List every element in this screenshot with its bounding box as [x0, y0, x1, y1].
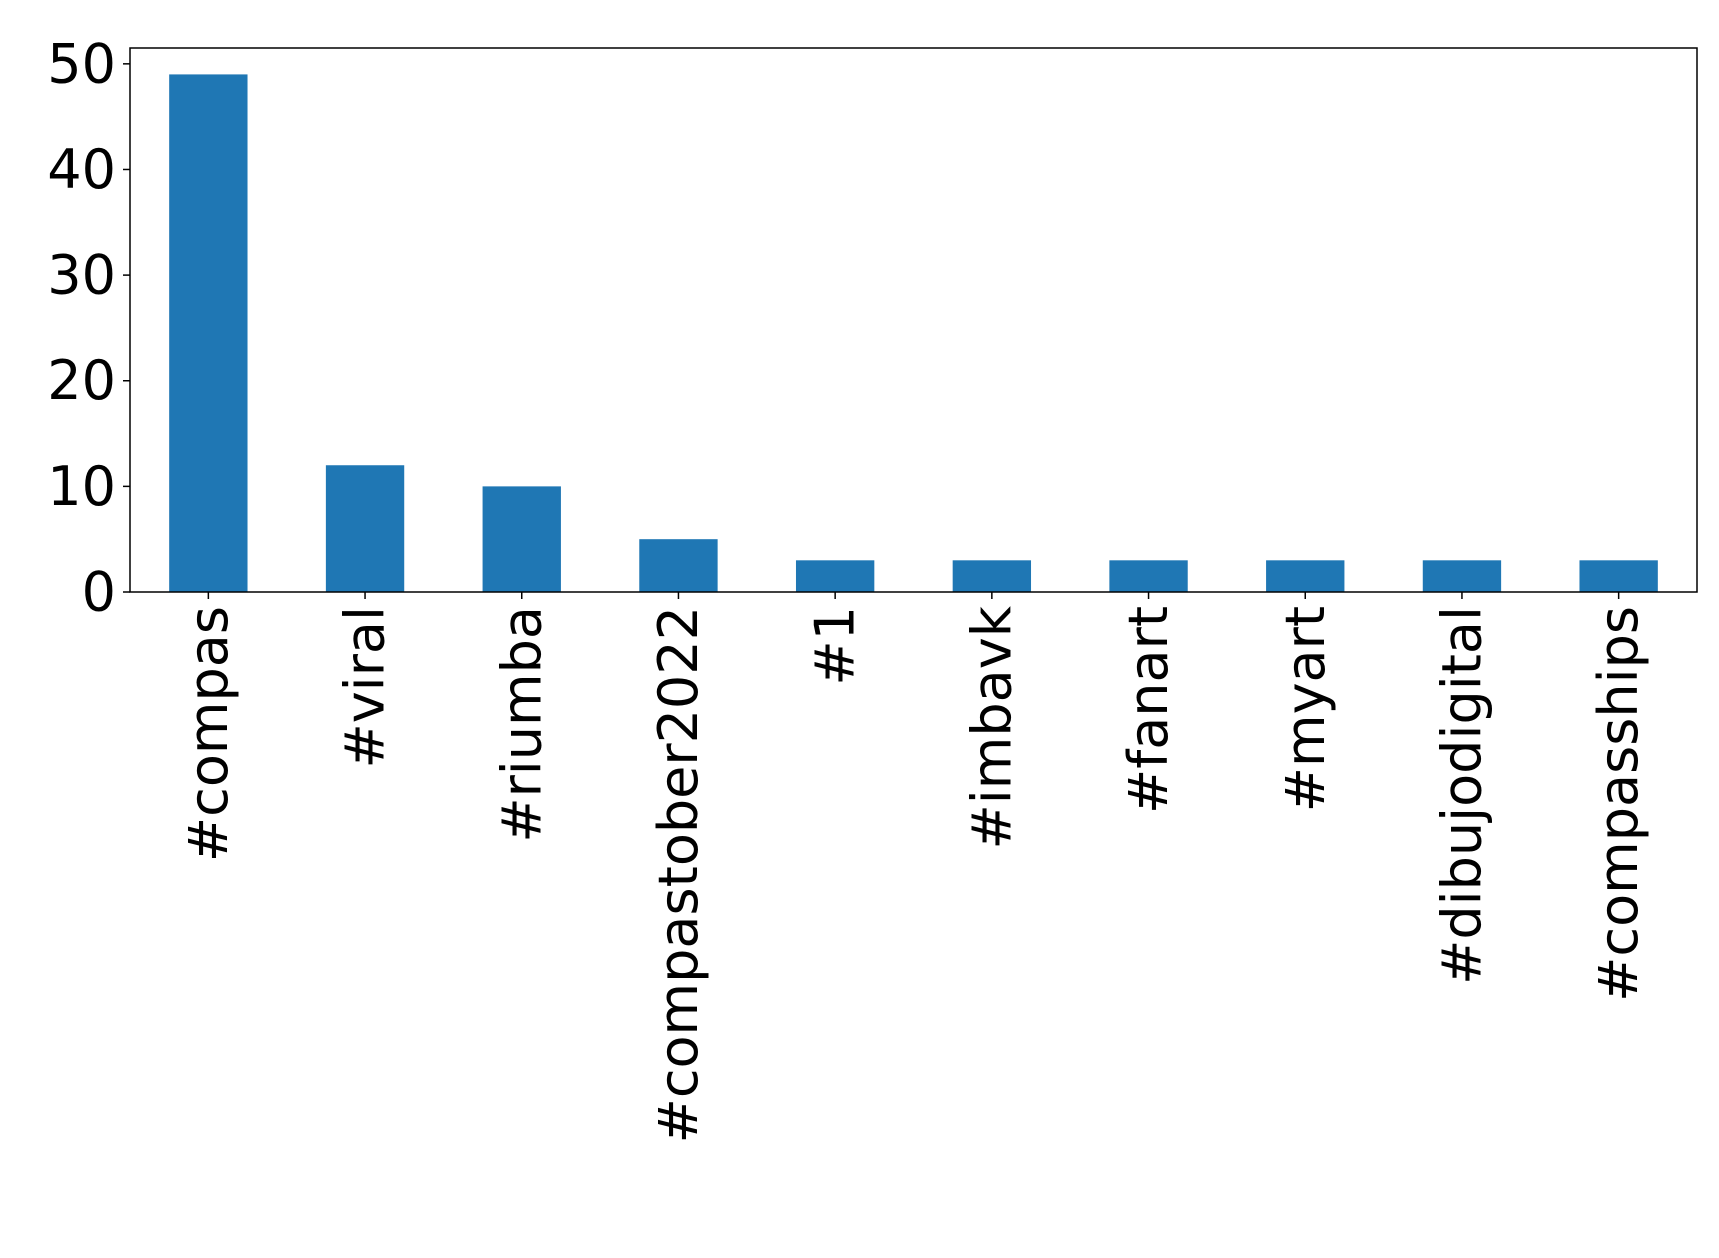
x-tick-label: #compasships [1587, 606, 1650, 1002]
bar-compastober2022 [639, 539, 718, 592]
y-tick-label: 20 [47, 349, 116, 412]
bar-fanart [1109, 560, 1188, 592]
x-tick-label: #riumba [490, 606, 553, 843]
x-tick-label: #dibujodigital [1430, 606, 1493, 985]
x-tick-label: #fanart [1117, 606, 1180, 814]
y-tick-label: 10 [47, 455, 116, 518]
x-tick-label: #1 [804, 606, 867, 686]
bars-group [169, 74, 1658, 592]
x-tick-label: #imbavk [960, 605, 1023, 849]
bar-compasships [1579, 560, 1658, 592]
plot-area-frame [129, 47, 1698, 593]
bar-1 [795, 560, 875, 592]
x-tick-label: #viral [334, 606, 397, 769]
y-tick-label: 0 [82, 561, 116, 624]
y-axis: 0 10 20 30 40 50 [47, 32, 130, 624]
y-tick-label: 30 [47, 244, 116, 307]
bar-dibujodigital [1422, 560, 1502, 592]
x-tick-label: #compastober2022 [647, 606, 710, 1143]
x-axis: #compas #viral #riumba #compastober2022 #1 #i… [177, 592, 1650, 1143]
bar-imbavk [952, 560, 1032, 592]
bar-viral [325, 465, 405, 592]
x-tick-label: #myart [1274, 606, 1337, 812]
bar-riumba [482, 486, 561, 592]
y-tick-label: 40 [47, 138, 116, 201]
bar-compas [169, 74, 248, 592]
x-tick-label: #compas [177, 606, 240, 862]
bar-myart [1266, 560, 1345, 592]
y-tick-label: 50 [47, 32, 116, 95]
